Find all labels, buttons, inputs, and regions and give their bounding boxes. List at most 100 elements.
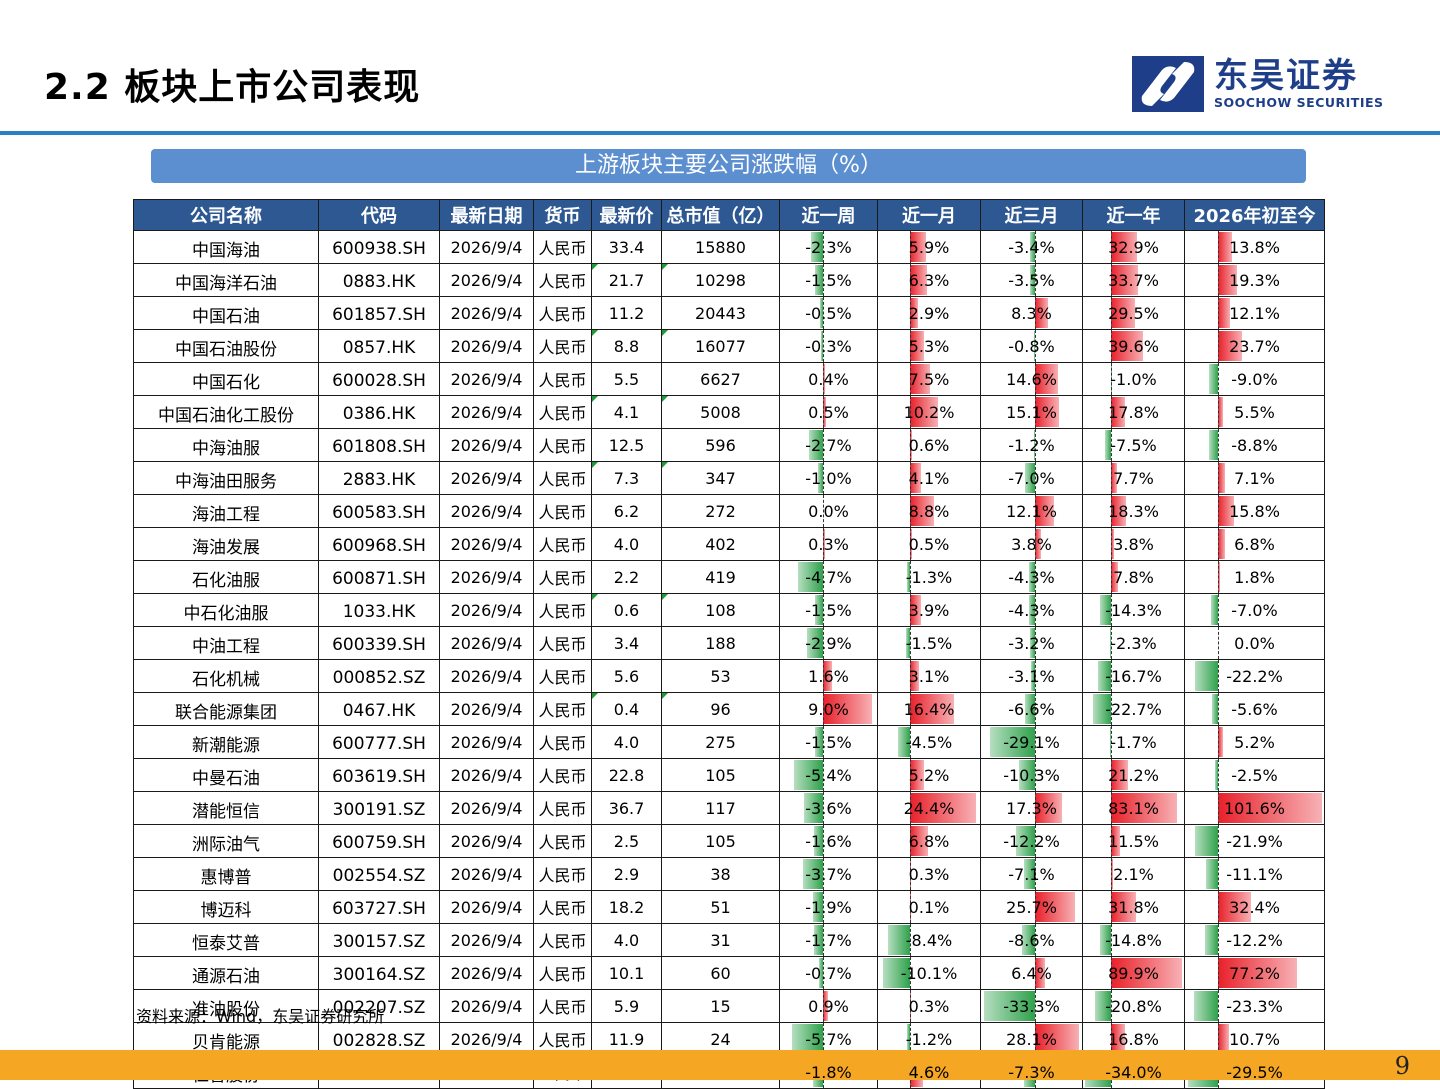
change-value: 14.6% [1006,370,1057,389]
page-title: 2.2 板块上市公司表现 [44,58,420,110]
change-value: -4.3% [1008,568,1054,587]
stock-code-cell: 0386.HK [319,396,440,429]
change-value: 18.3% [1108,502,1159,521]
quarter-change-cell: 12.1% [981,495,1083,528]
change-value: -8.6% [1008,931,1054,950]
company-name-cell: 洲际油气 [134,825,319,858]
change-value: -1.7% [1110,733,1156,752]
company-name-cell: 海油发展 [134,528,319,561]
month-change-cell: 16.4% [878,693,981,726]
change-value: 15.1% [1006,403,1057,422]
change-value: -3.4% [1008,238,1054,257]
change-value: -16.7% [1105,667,1162,686]
company-name-cell: 石化油服 [134,561,319,594]
currency-cell: 人民币 [534,264,592,297]
market-cap-cell: 347 [662,462,780,495]
change-value: 16.8% [1108,1030,1159,1049]
currency-cell: 人民币 [534,594,592,627]
quarter-change-cell: -6.6% [981,693,1083,726]
month-change-cell: 0.1% [878,891,981,924]
year-change-cell: 89.9% [1083,957,1185,990]
flag-marker-icon [592,330,598,336]
zero-axis-line [1218,594,1219,626]
change-value: -20.8% [1105,997,1162,1016]
change-value: -1.2% [1008,436,1054,455]
ytd-change-cell: -5.6% [1185,693,1325,726]
market-cap-cell: 96 [662,693,780,726]
currency-cell: 人民币 [534,330,592,363]
stock-code-cell: 0883.HK [319,264,440,297]
price-cell: 5.9 [592,990,662,1023]
change-data-bar [1194,991,1218,1021]
change-value: 39.6% [1108,337,1159,356]
date-cell: 2026/9/4 [440,924,534,957]
week-change-cell: -1.6% [780,825,878,858]
month-change-cell: 6.8% [878,825,981,858]
stock-code-cell: 600938.SH [319,231,440,264]
change-value: 1.6% [808,667,849,686]
change-value: 0.1% [909,898,950,917]
ytd-change-cell: 0.0% [1185,627,1325,660]
currency-cell: 人民币 [534,495,592,528]
week-change-cell: -4.7% [780,561,878,594]
change-value: 23.7% [1229,337,1280,356]
change-value: -2.3% [1110,634,1156,653]
change-value: -3.2% [1008,634,1054,653]
market-cap-cell: 108 [662,594,780,627]
date-cell: 2026/9/4 [440,297,534,330]
week-change-cell: -3.7% [780,858,878,891]
stock-code-cell: 300157.SZ [319,924,440,957]
change-value: -11.1% [1226,865,1283,884]
change-value: -1.8% [805,1063,851,1082]
change-value: 89.9% [1108,964,1159,983]
price-cell: 0.4 [592,693,662,726]
change-data-bar [1195,826,1217,856]
month-change-cell: 5.2% [878,759,981,792]
market-cap-cell: 188 [662,627,780,660]
change-value: -10.1% [901,964,958,983]
change-value: -2.9% [805,634,851,653]
company-name-cell: 潜能恒信 [134,792,319,825]
ytd-change-cell: -8.8% [1185,429,1325,462]
change-value: -10.3% [1003,766,1060,785]
change-value: -14.3% [1105,601,1162,620]
change-value: -0.8% [1008,337,1054,356]
currency-cell: 人民币 [534,627,592,660]
change-value: 8.3% [1011,304,1052,323]
change-value: 24.4% [904,799,955,818]
change-value: 3.8% [1113,535,1154,554]
stock-code-cell: 603619.SH [319,759,440,792]
year-change-cell: -1.0% [1083,363,1185,396]
price-cell: 5.6 [592,660,662,693]
date-cell: 2026/9/4 [440,660,534,693]
month-change-cell: 3.1% [878,660,981,693]
month-change-cell: -1.5% [878,627,981,660]
currency-cell: 人民币 [534,528,592,561]
market-cap-cell: 5008 [662,396,780,429]
currency-cell: 人民币 [534,660,592,693]
change-value: -7.3% [1008,1063,1054,1082]
change-value: 31.8% [1108,898,1159,917]
change-value: -1.6% [805,832,851,851]
week-change-cell: -2.9% [780,627,878,660]
date-cell: 2026/9/4 [440,858,534,891]
price-cell: 4.0 [592,924,662,957]
currency-cell: 人民币 [534,792,592,825]
company-name-cell: 中石化油服 [134,594,319,627]
zero-axis-line [1218,726,1219,758]
date-cell: 2026/9/4 [440,231,534,264]
change-value: 0.0% [1234,634,1275,653]
zero-axis-line [1218,396,1219,428]
month-change-cell: 3.9% [878,594,981,627]
date-cell: 2026/9/4 [440,891,534,924]
change-value: -8.8% [1231,436,1277,455]
zero-axis-line [1218,264,1219,296]
week-change-cell: 1.6% [780,660,878,693]
currency-cell: 人民币 [534,990,592,1023]
change-value: 4.6% [909,1063,950,1082]
